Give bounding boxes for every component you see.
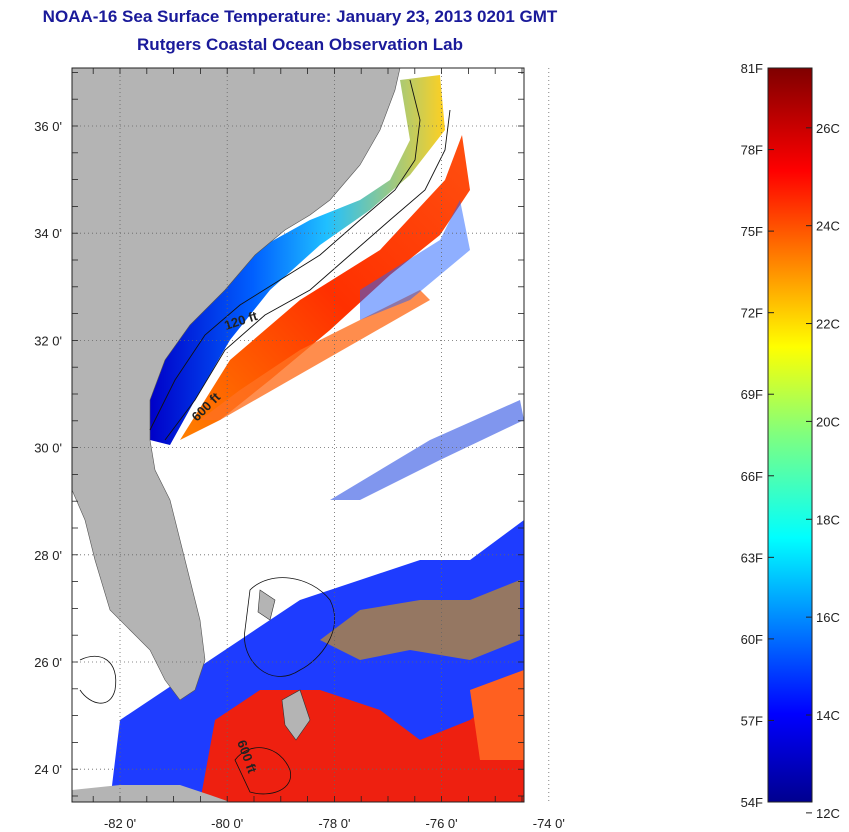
colorbar-celsius-label: 24C [816, 219, 840, 234]
warm-patch-east [470, 670, 524, 760]
bahamas-bank-contour [244, 577, 335, 677]
map-frame [71, 67, 525, 803]
gulf-stream-sst [180, 135, 470, 440]
colorbar-celsius-label: 26C [816, 121, 840, 136]
colorbar-fahrenheit-label: 69F [741, 387, 763, 402]
latitude-label: 32 0' [34, 333, 62, 348]
colorbar-fahrenheit-label: 75F [741, 224, 763, 239]
land-mass [72, 68, 401, 701]
colorbar-celsius-label: 16C [816, 610, 840, 625]
colorbar-fahrenheit-label: 60F [741, 632, 763, 647]
bahamas-land [257, 589, 311, 741]
cuba-land [72, 785, 230, 802]
longitude-label: -78 0' [318, 816, 350, 831]
colorbar-fahrenheit-label: 63F [741, 550, 763, 565]
longitude-label: -76 0' [426, 816, 458, 831]
temperature-colorbar [767, 67, 813, 803]
colorbar-celsius-label: 18C [816, 512, 840, 527]
colorbar-fahrenheit-label: 72F [741, 306, 763, 321]
latitude-label: 30 0' [34, 441, 62, 456]
longitude-labels: -82 0' -80 0' -78 0' -76 0' -74 0' [104, 816, 565, 831]
bahamas-mixed-sst [320, 580, 520, 660]
colorbar-fahrenheit-label: 66F [741, 469, 763, 484]
longitude-label: -82 0' [104, 816, 136, 831]
bathymetry-contour-120ft [149, 79, 421, 431]
scattered-sst-patch [330, 400, 524, 500]
colorbar-fahrenheit-label: 81F [741, 61, 763, 76]
map-title: NOAA-16 Sea Surface Temperature: January… [42, 7, 558, 26]
map-subtitle: Rutgers Coastal Ocean Observation Lab [137, 35, 463, 54]
offshore-cloud-edge [360, 200, 470, 320]
colorbar-fahrenheit-label: 78F [741, 143, 763, 158]
colorbar-celsius-label: 14C [816, 708, 840, 723]
latitude-label: 36 0' [34, 119, 62, 134]
caribbean-warm-water [200, 680, 524, 802]
colorbar-fahrenheit-labels: 81F 78F 75F 72F 69F 66F 63F 60F 57F 54F [741, 61, 774, 810]
colorbar-celsius-label: 12C [816, 806, 840, 821]
latitude-label: 24 0' [34, 762, 62, 777]
latitude-label: 26 0' [34, 655, 62, 670]
longitude-label: -80 0' [211, 816, 243, 831]
warm-filament [200, 290, 430, 420]
colorbar-fahrenheit-label: 54F [741, 795, 763, 810]
longitude-label: -74 0' [533, 816, 565, 831]
latitude-label: 34 0' [34, 226, 62, 241]
colorbar-celsius-labels: 26C 24C 22C 20C 18C 16C 14C 12C [806, 121, 840, 821]
shelf-water-sst [150, 75, 445, 445]
colorbar-fahrenheit-label: 57F [741, 713, 763, 728]
graticule [72, 68, 550, 802]
colorbar-celsius-label: 22C [816, 317, 840, 332]
bathymetry-contour-600ft [164, 109, 451, 441]
map-plot-area [72, 68, 524, 802]
latitude-label: 28 0' [34, 548, 62, 563]
cuba-shelf-contour [234, 747, 292, 795]
colorbar-celsius-label: 20C [816, 414, 840, 429]
latitude-labels: 36 0' 34 0' 32 0' 30 0' 28 0' 26 0' 24 0' [34, 119, 62, 777]
